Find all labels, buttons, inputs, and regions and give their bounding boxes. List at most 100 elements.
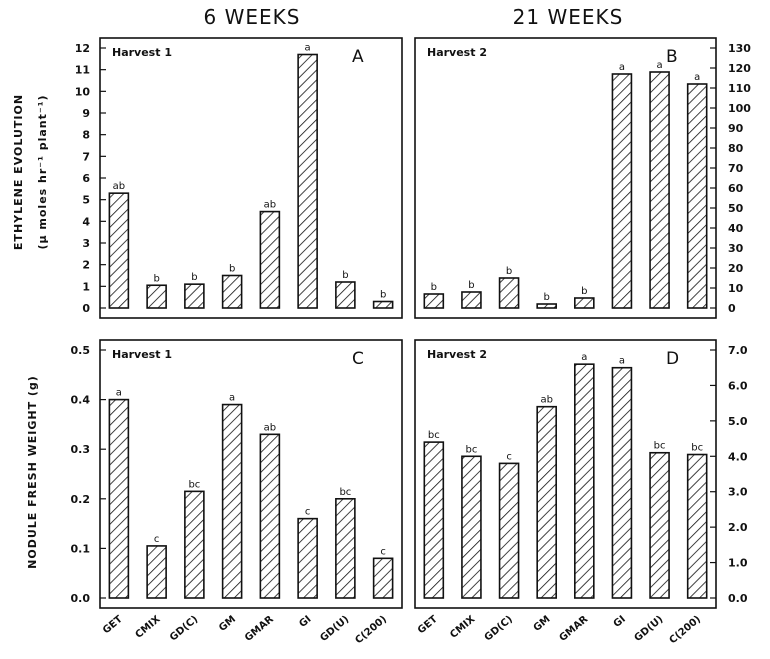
y-tick-label: 1.0 bbox=[728, 557, 748, 570]
significance-label: b bbox=[581, 286, 587, 297]
panel-c: 0.0 0.1 0.2 0.3 0.4 0.5 a GET c CMIX bc GD(C) a GM ab G… bbox=[71, 339, 403, 646]
category-label: GM bbox=[217, 614, 238, 634]
bar bbox=[108, 398, 130, 599]
y-axis-label-ethylene-units: (µ moles hr⁻¹ plant⁻¹) bbox=[36, 94, 49, 249]
significance-label: a bbox=[581, 352, 587, 363]
y-tick-label: 11 bbox=[75, 64, 90, 77]
bar bbox=[221, 403, 243, 599]
bar bbox=[611, 366, 633, 599]
category-label: GI bbox=[297, 614, 313, 630]
y-tick-label: 0 bbox=[728, 302, 736, 315]
significance-label: bc bbox=[691, 443, 703, 454]
significance-label: c bbox=[305, 507, 311, 518]
category-label: C(200) bbox=[353, 614, 389, 646]
significance-label: b bbox=[191, 272, 197, 283]
panel-frame bbox=[99, 339, 403, 609]
significance-label: bc bbox=[654, 441, 666, 452]
category-label: CMIX bbox=[448, 614, 477, 641]
y-tick-label: 120 bbox=[728, 62, 751, 75]
significance-label: bc bbox=[339, 487, 351, 498]
y-tick-label: 10 bbox=[75, 85, 91, 98]
y-tick-label: 3 bbox=[82, 237, 90, 250]
panel-frame bbox=[99, 37, 403, 319]
category-label: GET bbox=[101, 614, 125, 637]
bar bbox=[335, 281, 356, 309]
y-tick-label: 6 bbox=[82, 172, 90, 185]
category-label: GI bbox=[612, 614, 628, 630]
y-tick-label: 0.3 bbox=[71, 443, 91, 456]
significance-label: c bbox=[506, 451, 512, 462]
bar bbox=[184, 283, 205, 309]
y-tick-label: 5.0 bbox=[728, 415, 748, 428]
bar bbox=[184, 490, 205, 599]
y-tick-label: 10 bbox=[728, 282, 744, 295]
bar bbox=[498, 462, 520, 599]
bar bbox=[259, 433, 281, 599]
bar bbox=[221, 274, 243, 309]
significance-label: a bbox=[305, 43, 311, 54]
bar bbox=[461, 455, 482, 599]
category-label: GMAR bbox=[557, 614, 590, 644]
y-tick-label: 30 bbox=[728, 242, 744, 255]
harvest-label: Harvest 2 bbox=[427, 348, 487, 361]
significance-label: a bbox=[229, 393, 235, 404]
y-tick-label: 9 bbox=[82, 107, 90, 120]
category-label: CMIX bbox=[133, 614, 162, 641]
bar bbox=[461, 291, 482, 309]
significance-label: b bbox=[431, 282, 437, 293]
significance-label: bc bbox=[466, 444, 478, 455]
panel-letter: D bbox=[666, 349, 679, 369]
y-tick-label: 110 bbox=[728, 82, 751, 95]
y-tick-label: 2.0 bbox=[728, 521, 748, 534]
significance-label: c bbox=[154, 534, 160, 545]
harvest-label: Harvest 2 bbox=[427, 46, 487, 59]
bar bbox=[297, 53, 318, 309]
bar bbox=[536, 405, 557, 599]
column-title-6-weeks: 6 WEEKS bbox=[204, 5, 301, 29]
category-label: GD(C) bbox=[483, 614, 515, 644]
bar bbox=[649, 451, 670, 599]
bar bbox=[146, 545, 167, 599]
y-tick-label: 2 bbox=[82, 259, 90, 272]
bar bbox=[372, 557, 394, 599]
significance-label: a bbox=[619, 356, 625, 367]
significance-label: b bbox=[153, 273, 159, 284]
y-tick-label: 80 bbox=[728, 142, 744, 155]
bar bbox=[536, 303, 557, 309]
y-tick-label: 0.5 bbox=[71, 344, 91, 357]
y-tick-label: 0.1 bbox=[71, 542, 91, 555]
harvest-label: Harvest 1 bbox=[112, 348, 172, 361]
significance-label: bc bbox=[428, 430, 440, 441]
significance-label: a bbox=[116, 388, 122, 399]
category-label: GET bbox=[416, 614, 440, 637]
panel-frame bbox=[414, 37, 717, 319]
panel-frame bbox=[414, 339, 717, 609]
y-tick-label: 7 bbox=[82, 150, 90, 163]
y-tick-label: 8 bbox=[82, 129, 90, 142]
panel-d: 0.0 1.0 2.0 3.0 4.0 5.0 6.0 7.0 bc GET bc CMIX c GD(C… bbox=[414, 339, 748, 646]
significance-label: b bbox=[229, 264, 235, 275]
significance-label: b bbox=[468, 280, 474, 291]
y-tick-label: 4.0 bbox=[728, 450, 748, 463]
y-tick-label: 0.0 bbox=[728, 592, 748, 605]
bar bbox=[686, 453, 708, 599]
column-title-21-weeks: 21 WEEKS bbox=[513, 5, 624, 29]
panel-letter: B bbox=[666, 47, 678, 67]
y-axis-label-ethylene: ETHYLENE EVOLUTION bbox=[12, 94, 25, 250]
bar bbox=[649, 71, 670, 309]
significance-label: bc bbox=[188, 479, 200, 490]
significance-label: b bbox=[544, 292, 550, 303]
bar bbox=[372, 300, 394, 309]
bar bbox=[259, 210, 281, 309]
significance-label: ab bbox=[113, 181, 125, 192]
significance-label: a bbox=[656, 60, 662, 71]
significance-label: ab bbox=[264, 200, 276, 211]
y-tick-label: 70 bbox=[728, 162, 744, 175]
significance-label: b bbox=[380, 290, 386, 301]
y-tick-label: 1 bbox=[82, 280, 90, 293]
y-tick-label: 0.2 bbox=[71, 493, 91, 506]
panel-letter: A bbox=[352, 47, 364, 67]
